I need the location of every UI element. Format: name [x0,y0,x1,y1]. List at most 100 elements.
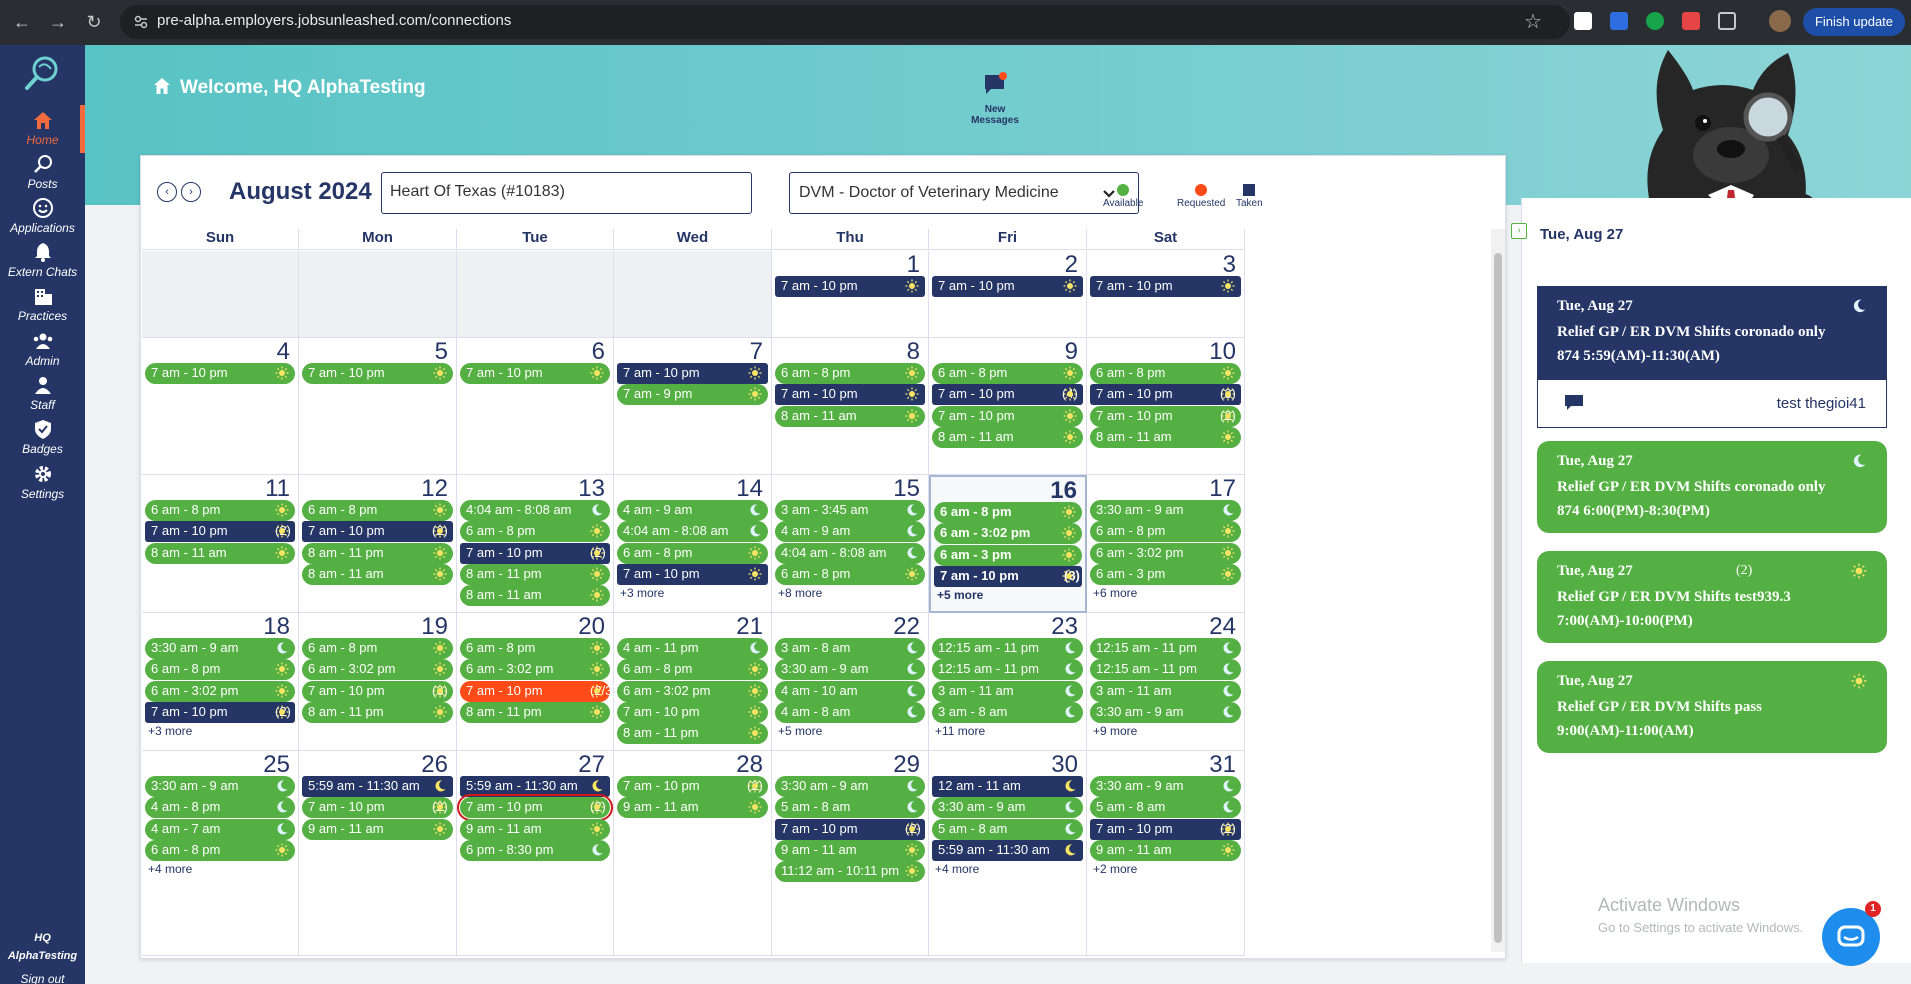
extensions-puzzle-icon[interactable] [1718,12,1736,30]
shift-pill[interactable]: 9 am - 11 am [1090,839,1241,861]
day-cell[interactable]: 11 6 am - 8 pm 7 am - 10 pm(2)8 am - 11 am [142,475,299,613]
shift-pill[interactable]: 5 am - 8 am [775,797,925,819]
sidebar-item-applications[interactable]: Applications [0,191,85,243]
shift-pill[interactable]: 5:59 am - 11:30 am [932,839,1083,861]
shift-pill[interactable]: 12:15 am - 11 pm [1090,659,1241,681]
assigned-user[interactable]: test thegioi41 [1776,395,1866,412]
shift-pill[interactable]: 6 am - 3:02 pm [1090,542,1241,564]
reload-icon[interactable]: ↻ [86,12,102,32]
day-cell[interactable]: 9 6 am - 8 pm 7 am - 10 pm(4)7 am - 10 pm 8… [929,338,1087,475]
shift-pill[interactable]: 7 am - 10 pm(3) [302,680,453,702]
shift-pill[interactable]: 6 am - 3:02 pm [145,680,295,702]
day-cell[interactable]: 1 7 am - 10 pm [772,251,929,338]
shift-pill[interactable]: 6 am - 8 pm [1090,521,1241,543]
shift-pill[interactable]: 8 am - 11 am [932,426,1083,448]
shift-pill[interactable]: 7 am - 10 pm [932,276,1083,297]
sign-out-link[interactable]: Sign out [20,972,65,984]
shift-pill[interactable]: 8 am - 11 pm [302,701,453,723]
grammarly-extension-icon[interactable] [1646,12,1664,30]
day-cell[interactable]: 16 6 am - 8 pm 6 am - 3:02 pm 6 am - 3 pm 7 … [929,475,1087,613]
shift-pill[interactable]: 12:15 am - 11 pm [932,638,1083,659]
day-cell[interactable]: 30 12 am - 11 am 3:30 am - 9 am 5 am - 8 am… [929,751,1087,956]
shift-pill[interactable]: 7 am - 10 pm(3) [1090,384,1241,406]
shift-pill[interactable]: 6 am - 8 pm [1090,363,1241,384]
back-icon[interactable]: ← [13,12,31,32]
shift-pill[interactable]: 4 am - 9 am [775,521,925,543]
shift-pill[interactable]: 8 am - 11 am [1090,426,1241,448]
day-cell[interactable]: 12 6 am - 8 pm 7 am - 10 pm(2)8 am - 11 pm… [299,475,457,613]
site-settings-icon[interactable] [133,14,149,30]
url-text[interactable]: pre-alpha.employers.jobsunleashed.com/co… [157,12,512,29]
shift-pill[interactable]: 4 am - 8 pm [145,797,295,819]
shift-pill[interactable]: 7 am - 10 pm(3) [934,565,1082,587]
day-cell[interactable]: 18 3:30 am - 9 am 6 am - 8 pm 6 am - 3:02 p… [142,613,299,751]
shift-pill[interactable]: 12 am - 11 am [932,776,1083,797]
shift-pill[interactable]: 7 am - 9 pm [617,384,768,406]
shift-pill[interactable]: 7 am - 10 pm(2) [775,818,925,840]
day-cell[interactable]: 19 6 am - 8 pm 6 am - 3:02 pm 7 am - 10 pm(… [299,613,457,751]
prev-month-button[interactable]: ‹ [157,182,177,202]
more-shifts-link[interactable]: +11 more [935,724,986,739]
day-cell[interactable]: 287 am - 10 pm(2) 9 am - 11 am [614,751,772,956]
extension-icon-1[interactable] [1574,12,1592,30]
shift-pill[interactable]: 3:30 am - 9 am [1090,776,1241,797]
shift-pill[interactable]: 6 am - 8 pm [145,500,295,521]
day-cell[interactable]: 25 3:30 am - 9 am 4 am - 8 pm 4 am - 7 am 6 … [142,751,299,956]
shift-pill[interactable]: 6 am - 8 pm [775,563,925,585]
shift-pill[interactable]: 3:30 am - 9 am [145,776,295,797]
shift-pill[interactable]: 6 am - 8 pm [145,659,295,681]
shift-pill[interactable]: 7 am - 10 pm [302,363,453,384]
sidebar-item-posts[interactable]: Posts [0,147,85,199]
forward-icon[interactable]: → [49,12,67,32]
shift-pill[interactable]: 4 am - 11 pm [617,638,768,659]
shift-pill[interactable]: 8 am - 11 pm [302,542,453,564]
shift-pill[interactable]: 7 am - 10 pm(2) [302,521,453,543]
more-shifts-link[interactable]: +5 more [778,724,823,739]
shift-pill[interactable]: 7 am - 10 pm(2) [457,794,613,822]
more-shifts-link[interactable]: +9 more [1093,724,1138,739]
shift-card[interactable]: Tue, Aug 27 Relief GP / ER DVM Shifts pas… [1537,661,1887,753]
day-cell[interactable]: 24 12:15 am - 11 pm 12:15 am - 11 pm 3 am -… [1087,613,1245,751]
address-bar[interactable] [120,5,1570,39]
shift-card[interactable]: Tue, Aug 27 Relief GP / ER DVM Shifts cor… [1537,286,1887,380]
shift-pill[interactable]: 7 am - 10 pm [617,363,768,384]
day-cell[interactable]: 5 7 am - 10 pm [299,338,457,475]
sidebar-item-staff[interactable]: Staff [0,368,85,420]
shift-pill[interactable]: 8 am - 11 pm [460,701,610,723]
shift-pill[interactable]: 6 am - 3:02 pm [617,680,768,702]
shift-pill[interactable]: 8 am - 11 am [302,563,453,585]
shift-pill[interactable]: 4 am - 7 am [145,818,295,840]
shift-pill[interactable]: 3 am - 3:45 am [775,500,925,521]
shift-pill[interactable]: 8 am - 11 am [145,542,295,564]
message-icon[interactable] [1564,394,1584,412]
more-shifts-link[interactable]: +3 more [620,586,665,601]
day-cell[interactable]: 21 4 am - 11 pm 6 am - 8 pm 6 am - 3:02 pm 7… [614,613,772,751]
shift-pill[interactable]: 5:59 am - 11:30 am [460,776,610,797]
shift-pill[interactable]: 7 am - 10 pm [145,363,295,384]
shift-pill[interactable]: 9 am - 11 am [617,797,768,819]
more-shifts-link[interactable]: +4 more [935,862,980,877]
day-cell[interactable]: 10 6 am - 8 pm 7 am - 10 pm(3)7 am - 10 pm… [1087,338,1245,475]
shift-pill[interactable]: 3:30 am - 9 am [145,638,295,659]
shift-pill[interactable]: 11:12 am - 10:11 pm [775,861,925,883]
shift-pill[interactable]: 3:30 am - 9 am [1090,701,1241,723]
shift-pill[interactable]: 6 am - 8 pm [302,638,453,659]
shift-pill[interactable]: 7 am - 10 pm [932,405,1083,427]
shift-pill[interactable]: 12:15 am - 11 pm [932,659,1083,681]
day-cell[interactable]: 23 12:15 am - 11 pm 12:15 am - 11 pm 3 am -… [929,613,1087,751]
shift-pill[interactable]: 8 am - 11 am [460,585,610,607]
shift-pill[interactable]: 6 am - 8 pm [617,542,768,564]
collapse-panel-icon[interactable]: › [1511,223,1527,239]
chat-launcher-button[interactable] [1822,908,1880,966]
sidebar-item-practices[interactable]: Practices [0,279,85,331]
profile-avatar[interactable] [1769,10,1791,32]
day-cell[interactable]: 29 3:30 am - 9 am 5 am - 8 am 7 am - 10 pm(… [772,751,929,956]
next-month-button[interactable]: › [181,182,201,202]
shift-pill[interactable]: 3 am - 8 am [775,638,925,659]
day-cell[interactable]: 17 3:30 am - 9 am 6 am - 8 pm 6 am - 3:02 p… [1087,475,1245,613]
shift-pill[interactable]: 5 am - 8 am [1090,797,1241,819]
sidebar-item-settings[interactable]: Settings [0,457,85,509]
more-shifts-link[interactable]: +3 more [148,724,193,739]
shift-pill[interactable]: 3:30 am - 9 am [1090,500,1241,521]
shift-pill[interactable]: 5 am - 8 am [932,818,1083,840]
